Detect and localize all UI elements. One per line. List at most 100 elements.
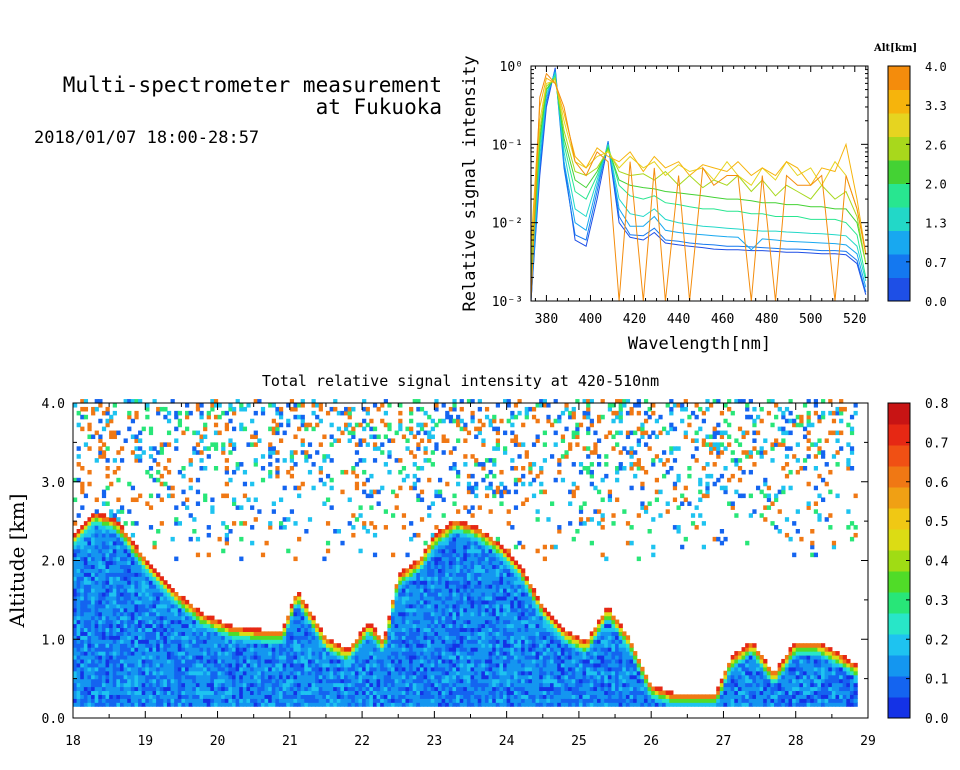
heatmap-cell <box>499 702 504 707</box>
heatmap-cell <box>347 674 352 680</box>
heatmap-cell <box>463 529 468 534</box>
heatmap-cell <box>83 670 89 676</box>
heatmap-cell <box>488 540 493 546</box>
heatmap-cell <box>510 643 515 648</box>
heatmap-cell <box>325 678 331 684</box>
heatmap-cell <box>98 678 103 684</box>
heatmap-cell <box>427 576 432 581</box>
heatmap-cell <box>98 603 103 609</box>
heatmap-cell <box>91 588 96 593</box>
heatmap-cell <box>260 454 266 459</box>
heatmap-cell <box>174 698 179 703</box>
heatmap-cell <box>268 655 273 660</box>
heatmap-cell <box>427 619 432 625</box>
heatmap-cell <box>156 615 161 621</box>
heatmap-cell <box>119 458 125 463</box>
heatmap-cell <box>430 588 435 593</box>
heatmap-cell <box>130 658 136 664</box>
heatmap-cell <box>130 698 136 703</box>
heatmap-cell <box>322 651 327 656</box>
heatmap-cell <box>195 430 201 436</box>
spectrum-x-axis-label: Wavelength[nm] <box>628 334 771 354</box>
heatmap-cell <box>109 607 114 613</box>
heatmap-cell <box>499 643 504 648</box>
heatmap-cell <box>282 686 287 692</box>
heatmap-cell <box>188 611 193 617</box>
heatmap-cell <box>73 674 78 680</box>
heatmap-cell <box>513 603 519 609</box>
heatmap-cell <box>434 615 439 621</box>
heatmap-cell <box>213 698 219 703</box>
heatmap-cell <box>148 694 154 699</box>
heatmap-cell <box>391 611 396 617</box>
heatmap-cell <box>398 678 403 684</box>
heatmap-cell <box>94 458 99 463</box>
heatmap-cell <box>412 599 417 605</box>
heatmap-cell <box>98 576 103 581</box>
heatmap-cell <box>517 662 522 668</box>
heatmap-cell <box>470 410 475 416</box>
heatmap-cell <box>76 556 81 562</box>
heatmap-cell <box>300 674 305 680</box>
heatmap-cell <box>127 615 132 621</box>
heatmap-cell <box>452 580 457 585</box>
heatmap-cell <box>181 603 186 609</box>
heatmap-cell <box>293 485 298 491</box>
heatmap-cell <box>127 678 132 684</box>
heatmap-cell <box>300 403 305 408</box>
heatmap-cell <box>109 556 114 562</box>
heatmap-cell <box>506 564 511 569</box>
heatmap-cell <box>452 399 457 404</box>
heatmap-cell <box>232 674 237 680</box>
heatmap-cell <box>459 521 464 526</box>
heatmap-cell <box>347 666 352 672</box>
heatmap-cell <box>232 497 237 503</box>
heatmap-cell <box>278 670 284 676</box>
heatmap-cell <box>130 588 136 593</box>
heatmap-cell <box>405 694 410 699</box>
heatmap-cell <box>477 564 482 569</box>
heatmap-cell <box>477 418 482 424</box>
heatmap-cell <box>188 698 193 703</box>
heatmap-cell <box>112 690 117 695</box>
heatmap-cell <box>116 560 121 566</box>
heatmap-cell <box>98 536 103 542</box>
heatmap-cell <box>232 501 237 506</box>
heatmap-cell <box>119 552 125 558</box>
heatmap-cell <box>235 627 240 632</box>
heatmap-cell <box>434 658 439 664</box>
heatmap-cell <box>141 698 146 703</box>
heatmap-cell <box>177 647 183 652</box>
heatmap-cell <box>304 655 309 660</box>
heatmap-cell <box>423 548 428 554</box>
heatmap-cell <box>423 588 428 593</box>
heatmap-cell <box>416 446 421 451</box>
heatmap-cell <box>112 635 117 640</box>
heatmap-cell <box>297 658 302 664</box>
heatmap-cell <box>383 690 388 695</box>
heatmap-cell <box>448 615 454 621</box>
heatmap-cell <box>105 485 110 491</box>
heatmap-cell <box>109 627 114 632</box>
heatmap-cell <box>517 670 522 676</box>
heatmap-cell <box>383 462 388 467</box>
heatmap-cell <box>354 450 360 455</box>
heatmap-cell <box>405 690 410 695</box>
heatmap-cell <box>210 658 215 664</box>
heatmap-cell <box>293 414 298 420</box>
heatmap-cell <box>148 580 154 585</box>
heatmap-cell <box>289 682 295 688</box>
heatmap-cell <box>105 564 110 569</box>
heatmap-cell <box>430 639 435 644</box>
heatmap-cell <box>325 686 331 692</box>
heatmap-cell <box>293 603 298 609</box>
heatmap-cell <box>304 639 309 644</box>
heatmap-cell <box>94 406 99 412</box>
heatmap-cell <box>492 462 497 467</box>
heatmap-cell <box>159 635 164 640</box>
heatmap-cell <box>354 655 360 660</box>
heatmap-cell <box>156 607 161 613</box>
heatmap-cell <box>340 489 345 495</box>
heatmap-cell <box>289 635 295 640</box>
heatmap-cell <box>513 615 519 621</box>
